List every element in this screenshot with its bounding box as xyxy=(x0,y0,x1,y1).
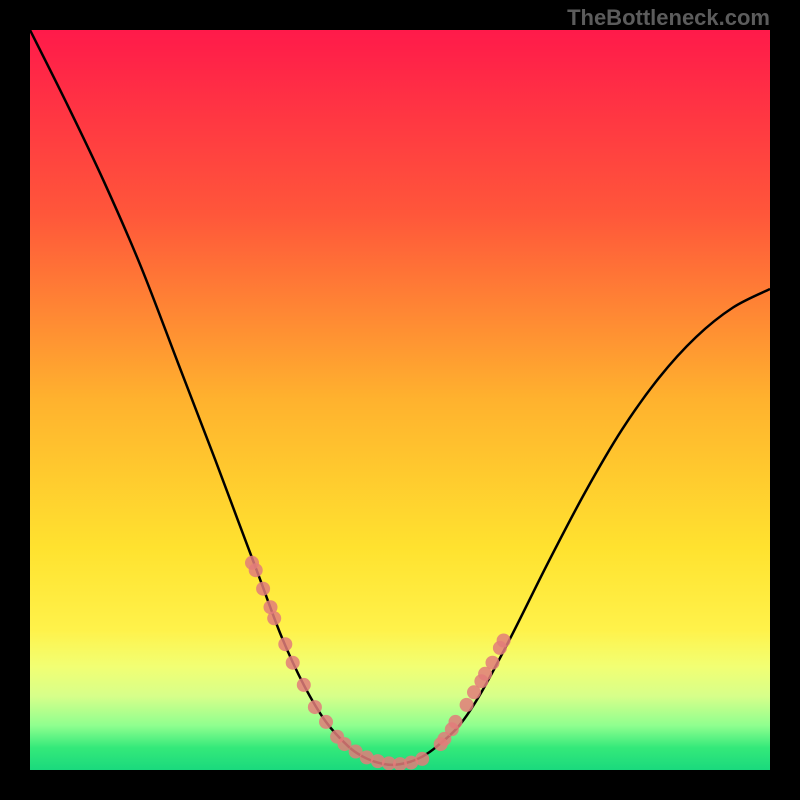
watermark-label: TheBottleneck.com xyxy=(567,5,770,31)
scatter-dot xyxy=(286,656,300,670)
scatter-dot xyxy=(415,752,429,766)
scatter-dot xyxy=(249,563,263,577)
scatter-dot xyxy=(297,678,311,692)
scatter-dot xyxy=(486,656,500,670)
scatter-dot xyxy=(449,715,463,729)
scatter-dot xyxy=(267,611,281,625)
scatter-dot xyxy=(497,634,511,648)
chart-svg xyxy=(30,30,770,770)
scatter-dot xyxy=(256,582,270,596)
plot-area xyxy=(30,30,770,770)
bottleneck-chart: TheBottleneck.com xyxy=(0,0,800,800)
scatter-dot xyxy=(308,700,322,714)
scatter-dot xyxy=(460,698,474,712)
scatter-dot xyxy=(278,637,292,651)
scatter-dot xyxy=(319,715,333,729)
gradient-background xyxy=(30,30,770,770)
